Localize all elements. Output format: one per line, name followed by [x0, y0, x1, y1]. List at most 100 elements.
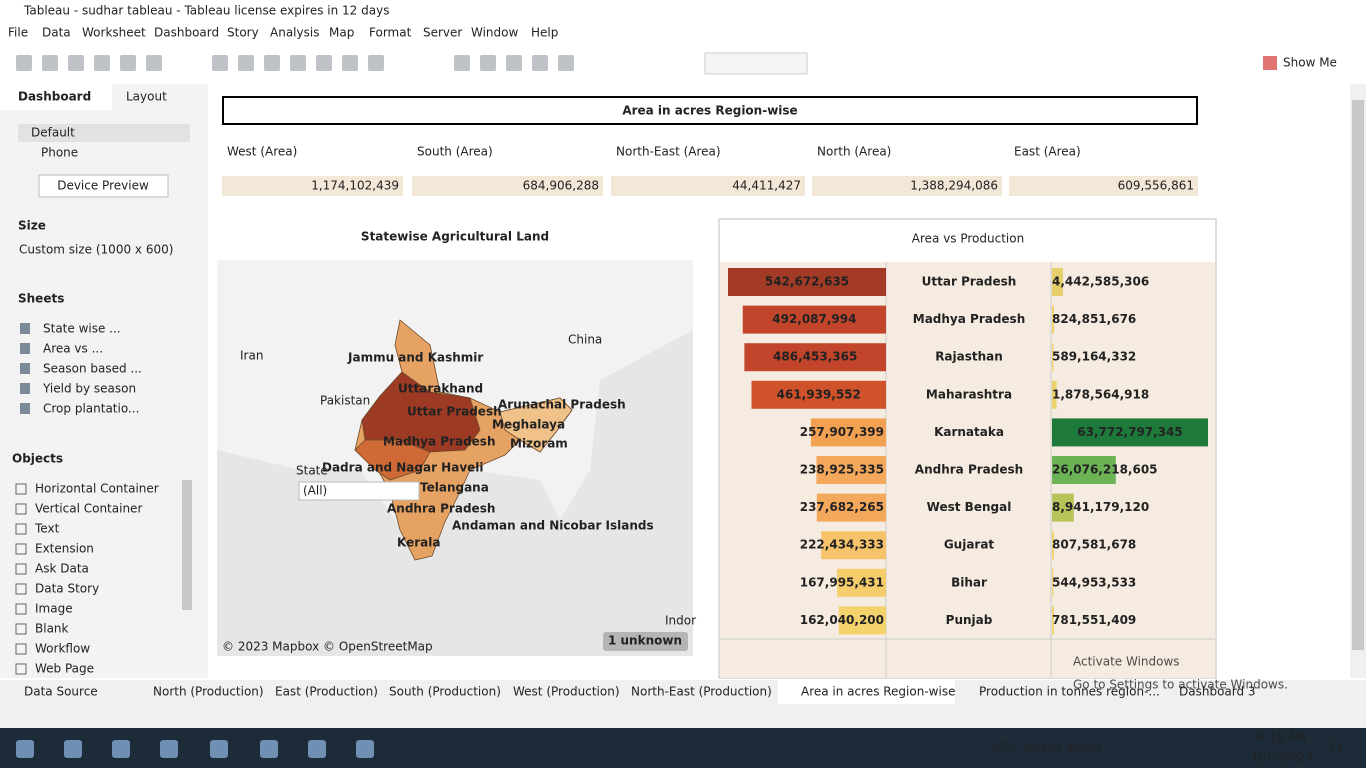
- object-item[interactable]: Data Story: [35, 582, 99, 596]
- state-label: Dadra and Nagar Haveli: [322, 461, 484, 475]
- state-label: Meghalaya: [492, 418, 565, 432]
- area-bar: [816, 456, 886, 484]
- sheet-tab[interactable]: South (Production): [389, 685, 501, 699]
- region-name: North-East (Area): [616, 145, 721, 159]
- region-value-box: [812, 176, 1002, 196]
- state-label: Kerala: [397, 536, 440, 550]
- production-label: 824,851,676: [1052, 312, 1136, 326]
- region-value: 1,388,294,086: [910, 179, 998, 193]
- region-value-box: [412, 176, 603, 196]
- state-label: Mizoram: [510, 437, 568, 451]
- taskbar-icon: [356, 740, 374, 758]
- unknown[interactable]: 1 unknown: [608, 634, 682, 648]
- taskbar-icon: [260, 740, 278, 758]
- toolbar-icon: [68, 55, 84, 71]
- sheet-tab[interactable]: Data Source: [24, 685, 98, 699]
- dashboard-title: Area in acres Region-wise: [622, 104, 797, 118]
- object-icon: [15, 583, 27, 595]
- region-value: 44,411,427: [732, 179, 801, 193]
- taskbar-icon: [16, 740, 34, 758]
- device[interactable]: Phone: [41, 146, 78, 160]
- menu-item[interactable]: Dashboard: [154, 26, 219, 40]
- sheet-item[interactable]: State wise ...: [43, 322, 121, 336]
- tab-bar: [0, 680, 1366, 704]
- sheet-tab[interactable]: Dashboard 3: [1179, 685, 1256, 699]
- object-item[interactable]: Horizontal Container: [35, 482, 159, 496]
- state-label: Arunachal Pradesh: [498, 398, 626, 412]
- toolbar-icon: [368, 55, 384, 71]
- toolbar-icon: [212, 55, 228, 71]
- device-preview[interactable]: Device Preview: [57, 179, 149, 193]
- show-me[interactable]: Show Me: [1283, 56, 1337, 70]
- object-item[interactable]: Image: [35, 602, 73, 616]
- menu-item[interactable]: Help: [531, 26, 558, 40]
- area-bar: [742, 305, 886, 334]
- size-heading: Size: [18, 219, 46, 233]
- filter-value[interactable]: (All): [303, 484, 327, 498]
- menu-item[interactable]: File: [8, 26, 28, 40]
- menu-item[interactable]: Window: [471, 26, 519, 40]
- object-item[interactable]: Blank: [35, 622, 69, 636]
- state-light: [499, 397, 573, 453]
- object-item[interactable]: Ask Data: [35, 562, 89, 576]
- area-label: 222,434,333: [800, 538, 884, 552]
- production-bar: [1052, 493, 1074, 522]
- area-label: 238,925,335: [800, 463, 884, 477]
- side-tab[interactable]: Layout: [126, 90, 167, 104]
- sheets-heading: Sheets: [18, 292, 64, 306]
- production-label: 544,953,533: [1052, 575, 1136, 589]
- menu-item[interactable]: Story: [227, 26, 259, 40]
- area-label: 461,939,552: [777, 387, 861, 401]
- sheet-tab[interactable]: Area in acres Region-wise: [801, 685, 955, 699]
- taskbar-icon: [308, 740, 326, 758]
- map-base-label: Iran: [240, 349, 263, 363]
- object-item[interactable]: Extension: [35, 542, 94, 556]
- side-tab[interactable]: Dashboard: [18, 90, 91, 104]
- sheet-tab[interactable]: West (Production): [513, 685, 620, 699]
- map-attribution: © 2023 Mapbox © OpenStreetMap: [222, 640, 433, 654]
- sheet-tab[interactable]: East (Production): [275, 685, 378, 699]
- menu-item[interactable]: Server: [423, 26, 462, 40]
- menu-item[interactable]: Worksheet: [82, 26, 146, 40]
- toolbar-icon: [342, 55, 358, 71]
- sheet-item[interactable]: Yield by season: [42, 382, 136, 396]
- region-name: East (Area): [1014, 145, 1081, 159]
- weather: 28°C Mostly sunny: [990, 741, 1103, 755]
- size-value[interactable]: Custom size (1000 x 600): [19, 243, 173, 257]
- menu-item[interactable]: Format: [369, 26, 412, 40]
- unknown-badge: [603, 632, 688, 651]
- filter-box: [298, 481, 420, 501]
- production-label: 63,772,797,345: [1077, 425, 1183, 439]
- sheet-item[interactable]: Area vs ...: [43, 342, 103, 356]
- toolbar-combo: [704, 52, 808, 75]
- state-label: Uttarakhand: [398, 382, 483, 396]
- object-icon: [15, 543, 27, 555]
- sheet-icon: [20, 383, 30, 394]
- side-scroll: [182, 480, 192, 610]
- menu-item[interactable]: Analysis: [270, 26, 319, 40]
- production-label: 8,941,179,120: [1052, 500, 1149, 514]
- object-item[interactable]: Vertical Container: [35, 502, 142, 516]
- sheet-tab[interactable]: North (Production): [153, 685, 264, 699]
- objects-heading: Objects: [12, 452, 63, 466]
- region-value: 609,556,861: [1118, 179, 1194, 193]
- sheet-icon: [20, 403, 30, 414]
- status-bar: [0, 704, 1366, 728]
- sheet-tab[interactable]: North-East (Production): [631, 685, 772, 699]
- object-item[interactable]: Workflow: [35, 642, 90, 656]
- area-label: 237,682,265: [800, 500, 884, 514]
- production-bar: [1052, 606, 1054, 635]
- device[interactable]: Default: [31, 126, 75, 140]
- sheet-item[interactable]: Crop plantatio...: [43, 402, 139, 416]
- sheet-item[interactable]: Season based ...: [43, 362, 142, 376]
- region-name: West (Area): [227, 145, 297, 159]
- sheet-tab[interactable]: Production in tonnes region-...: [979, 685, 1160, 699]
- state-dark: [361, 371, 481, 453]
- production-label: 26,076,218,605: [1052, 463, 1158, 477]
- active-tab-bg: [778, 680, 955, 704]
- menu-item[interactable]: Map: [329, 26, 354, 40]
- notifications[interactable]: 21: [1328, 741, 1343, 755]
- menu-item[interactable]: Data: [42, 26, 71, 40]
- object-item[interactable]: Text: [34, 522, 60, 536]
- object-item[interactable]: Web Page: [35, 662, 94, 676]
